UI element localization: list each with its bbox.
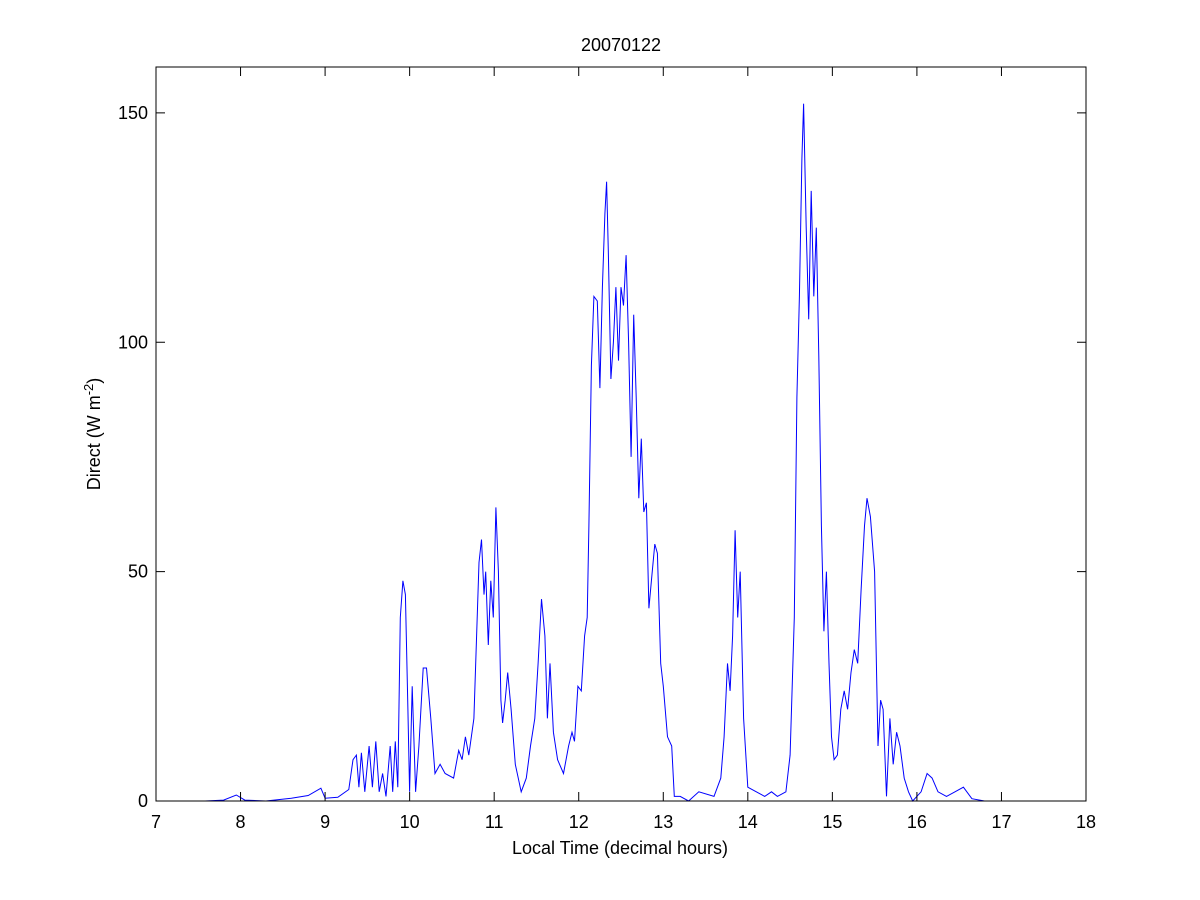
y-tick-label: 100	[118, 332, 148, 352]
y-tick-label: 0	[138, 791, 148, 811]
y-axis-ticks: 0 50 100 150	[118, 103, 1086, 811]
y-tick-label: 150	[118, 103, 148, 123]
chart-title: 20070122	[581, 35, 661, 55]
y-axis-label: Direct (W m-2)	[81, 378, 104, 491]
y-tick-label: 50	[128, 562, 148, 582]
x-tick-label: 11	[485, 812, 504, 832]
x-tick-label: 7	[151, 812, 161, 832]
x-tick-label: 14	[738, 812, 758, 832]
x-tick-label: 16	[907, 812, 927, 832]
x-tick-label: 13	[653, 812, 673, 832]
y-axis-label-close: )	[84, 378, 104, 384]
x-tick-label: 9	[320, 812, 330, 832]
plot-area-frame	[155, 66, 1087, 802]
x-tick-label: 12	[569, 812, 589, 832]
x-tick-label: 18	[1076, 812, 1096, 832]
x-tick-label: 10	[400, 812, 420, 832]
direct-radiation-line	[204, 103, 1002, 802]
x-tick-label: 17	[991, 812, 1011, 832]
x-tick-label: 8	[236, 812, 246, 832]
y-axis-label-superscript: -2	[81, 384, 96, 396]
x-axis-ticks: 7 8 9 10 11 12 13 14 15 16 17 18	[151, 67, 1096, 832]
y-axis-label-main: Direct (W m	[84, 395, 104, 490]
x-tick-label: 15	[822, 812, 842, 832]
x-axis-label: Local Time (decimal hours)	[512, 838, 728, 858]
